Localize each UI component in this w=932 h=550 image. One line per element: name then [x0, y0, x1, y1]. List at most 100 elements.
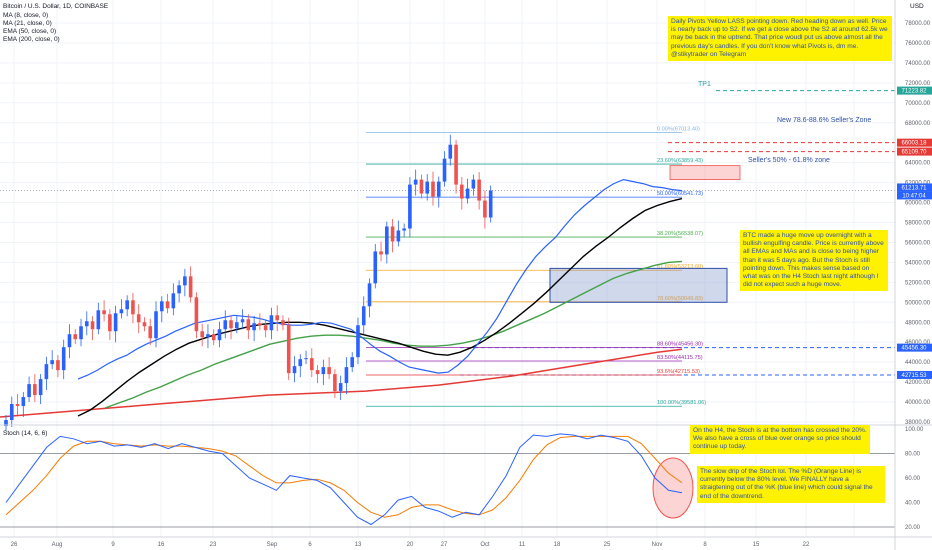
candle-body	[119, 309, 124, 314]
candle-body	[15, 404, 20, 407]
time-tick-label: 11	[519, 542, 526, 548]
candle-body	[252, 323, 256, 331]
price-badge-label: 61213.71	[901, 185, 927, 191]
price-tick-label: 54000.00	[905, 260, 931, 266]
time-tick-label: 6	[308, 542, 312, 548]
time-tick-label: 27	[441, 542, 448, 548]
candle-body	[44, 364, 49, 380]
note-top: Daily Pivots Yellow LASS pointing down. …	[668, 16, 892, 62]
price-tick-label: 68000.00	[905, 121, 931, 127]
candle-body	[188, 276, 193, 298]
price-badge	[897, 147, 932, 156]
candle-body	[73, 334, 78, 340]
stoch-tick-label: 40.00	[905, 501, 921, 507]
price-tick-label: 52000.00	[905, 280, 931, 286]
candle-body	[113, 313, 118, 332]
candle-body	[84, 321, 89, 327]
candle-body	[4, 420, 8, 426]
candle-body	[177, 285, 181, 294]
time-tick-label: 26	[11, 542, 18, 548]
candle-body	[286, 325, 291, 374]
candle-body	[240, 319, 245, 323]
candle-body	[108, 314, 112, 332]
candle-body	[159, 301, 164, 312]
candle-body	[379, 251, 383, 255]
candle-body	[454, 144, 458, 185]
candle-body	[408, 184, 412, 229]
price-badge-label: 42715.53	[901, 373, 927, 379]
price-tick-label: 64000.00	[905, 161, 931, 167]
indicator-ema200[interactable]: EMA (200, close, 0)	[3, 36, 60, 43]
fib-level-label: 78.60%(50049.83)	[657, 296, 703, 302]
price-badge-label: 71223.82	[901, 89, 927, 95]
candle-body	[67, 334, 72, 348]
price-tick-label: 60000.00	[905, 201, 931, 207]
candle-body	[90, 321, 95, 330]
candle-body	[431, 181, 435, 197]
candle-body	[310, 358, 314, 371]
candle-body	[56, 360, 60, 371]
candle-body	[425, 181, 430, 194]
candle-body	[275, 315, 279, 321]
candles	[4, 134, 493, 431]
price-tick-label: 58000.00	[905, 221, 931, 227]
ma8-line	[77, 178, 683, 380]
candle-body	[298, 359, 303, 367]
fib-level-label: 83.50%(44115.75)	[657, 355, 703, 361]
candle-body	[79, 326, 83, 340]
indicator-ma21[interactable]: MA (21, close, 0)	[3, 20, 52, 27]
fibonacci-retracement[interactable]: 0.00%(67013.40) 23.60%(63859.43) 38.20%(56…	[0, 90, 895, 407]
price-tick-label: 46000.00	[905, 340, 931, 346]
candle-body	[61, 347, 66, 371]
candle-body	[292, 366, 297, 374]
price-tick-label: 78000.00	[905, 21, 931, 27]
candle-body	[102, 310, 106, 315]
candle-body	[50, 360, 54, 365]
candle-body	[333, 374, 337, 392]
price-badge	[897, 370, 932, 379]
zones[interactable]	[549, 165, 741, 519]
candle-body	[206, 334, 210, 338]
candle-body	[471, 179, 476, 189]
indicator-ma8[interactable]: MA (8, close, 0)	[3, 12, 49, 19]
candle-body	[483, 200, 487, 218]
candle-body	[442, 158, 447, 182]
stoch-tick-label: 60.00	[905, 476, 921, 482]
stoch-k-line	[5, 433, 683, 526]
stoch-tick-label: 80.00	[905, 452, 921, 458]
price-badge-label: 65109.70	[901, 150, 927, 156]
candle-body	[96, 310, 101, 330]
candle-body	[258, 323, 262, 326]
candle-body	[263, 325, 268, 331]
price-tick-label: 74000.00	[905, 61, 931, 67]
time-tick-label: 23	[210, 542, 217, 548]
time-tick-label: Aug	[52, 542, 63, 548]
time-tick-label: 18	[554, 542, 561, 548]
time-tick-label: 22	[803, 542, 810, 548]
fib-level-label: 23.60%(63859.43)	[657, 158, 703, 164]
fib-level-label: 93.6%(42715.53)	[657, 369, 700, 375]
stoch-d-line	[5, 435, 683, 518]
sellers-zone-box	[669, 165, 741, 181]
time-tick-label: 8	[703, 542, 707, 548]
candle-body	[125, 300, 129, 310]
candle-body	[436, 181, 441, 197]
fib-level-label: 61.80%(53213.60)	[657, 264, 703, 270]
stoch-indicator-label[interactable]: Stoch (14, 6, 6)	[3, 430, 48, 437]
candle-body	[396, 230, 401, 242]
price-tick-label: 56000.00	[905, 240, 931, 246]
time-tick-label: 15	[753, 542, 760, 548]
currency-label: USD	[910, 3, 924, 10]
candle-body	[165, 301, 170, 309]
candle-body	[21, 397, 26, 407]
ma21-line	[77, 197, 683, 417]
price-badge-label: 10:47:04	[902, 193, 926, 199]
indicator-ema50[interactable]: EMA (50, close, 0)	[3, 28, 57, 35]
candle-body	[373, 251, 378, 284]
candle-body	[419, 179, 424, 194]
candle-body	[200, 331, 204, 338]
candle-body	[338, 383, 343, 392]
price-tick-label: 72000.00	[905, 81, 931, 87]
time-tick-label: Nov	[652, 542, 663, 548]
time-tick-label: 9	[111, 542, 115, 548]
